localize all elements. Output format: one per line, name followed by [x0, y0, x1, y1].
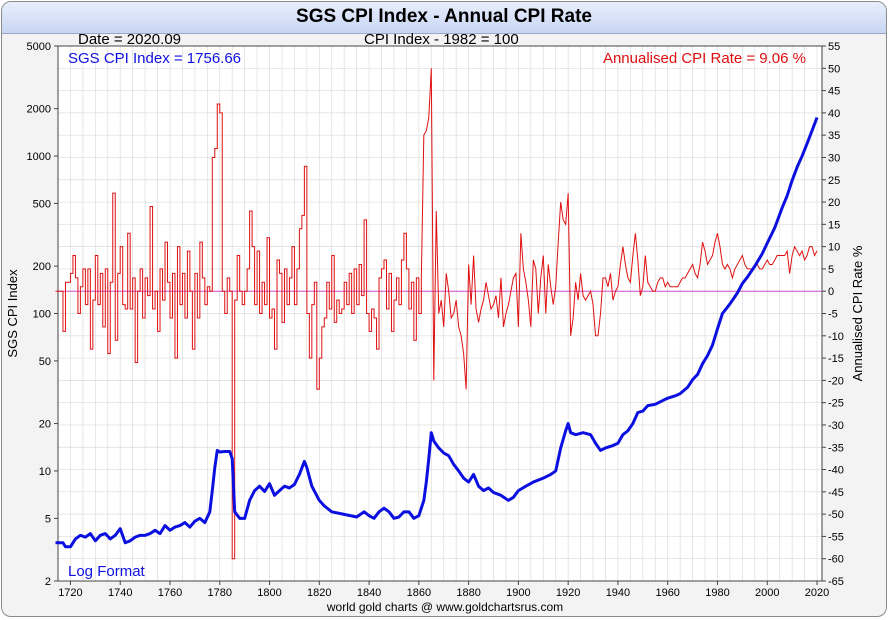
- rate-series-line: [55, 68, 818, 560]
- x-tick-label: 1920: [556, 587, 580, 599]
- y-right-tick-label: 55: [828, 41, 840, 53]
- y-right-tick-label: 0: [828, 286, 834, 298]
- y-right-tick-label: 40: [828, 108, 840, 120]
- y-right-axis-title: Annualised CPI Rate %: [850, 245, 865, 381]
- y-right-tick-label: -30: [828, 420, 844, 432]
- x-tick-label: 1780: [208, 587, 232, 599]
- log-format-label: Log Format: [68, 563, 145, 580]
- x-tick-label: 1960: [655, 587, 679, 599]
- base-label: CPI Index - 1982 = 100: [364, 31, 519, 48]
- y-right-tick-label: -60: [828, 554, 844, 566]
- x-tick-label: 1900: [506, 587, 530, 599]
- y-right-tick-label: -20: [828, 375, 844, 387]
- x-tick-label: 2020: [805, 587, 829, 599]
- y-right-tick-label: -40: [828, 465, 844, 477]
- y-left-tick-label: 5000: [27, 41, 51, 53]
- y-left-tick-label: 500: [33, 198, 51, 210]
- y-left-tick-label: 100: [33, 309, 51, 321]
- y-left-tick-label: 2: [45, 576, 51, 588]
- y-left-tick-label: 2000: [27, 104, 51, 116]
- x-tick-label: 1840: [357, 587, 381, 599]
- y-left-axis-title: SGS CPI Index: [5, 269, 20, 358]
- y-right-tick-label: 25: [828, 175, 840, 187]
- x-tick-label: 1880: [456, 587, 480, 599]
- y-right-tick-label: -65: [828, 576, 844, 588]
- x-tick-label: 1760: [158, 587, 182, 599]
- x-tick-label: 1800: [257, 587, 281, 599]
- y-right-tick-label: -55: [828, 531, 844, 543]
- y-right-tick-label: 35: [828, 130, 840, 142]
- y-left-tick-label: 1000: [27, 151, 51, 163]
- y-left-tick-label: 5: [45, 513, 51, 525]
- y-right-tick-label: -15: [828, 353, 844, 365]
- index-readout: SGS CPI Index = 1756.66: [68, 50, 242, 67]
- x-tick-label: 1720: [58, 587, 82, 599]
- title-bar: SGS CPI Index - Annual CPI Rate: [2, 2, 886, 34]
- y-right-tick-label: -35: [828, 442, 844, 454]
- y-right-tick-label: -10: [828, 331, 844, 343]
- y-left-tick-label: 200: [33, 261, 51, 273]
- y-right-tick-label: 5: [828, 264, 834, 276]
- rate-readout: Annualised CPI Rate = 9.06 %: [602, 50, 806, 67]
- y-left-tick-label: 50: [39, 356, 51, 368]
- y-right-tick-label: -5: [828, 309, 838, 321]
- y-right-tick-label: 45: [828, 86, 840, 98]
- footer-credit: world gold charts @ www.goldchartsrus.co…: [326, 600, 564, 614]
- y-right-tick-label: 10: [828, 242, 840, 254]
- y-left-tick-label: 20: [39, 419, 51, 431]
- y-right-tick-label: -50: [828, 509, 844, 521]
- index-series-line: [55, 116, 819, 549]
- y-right-tick-label: 20: [828, 197, 840, 209]
- chart-title: SGS CPI Index - Annual CPI Rate: [296, 6, 592, 27]
- x-tick-label: 1940: [606, 587, 630, 599]
- x-tick-label: 1820: [307, 587, 331, 599]
- y-right-tick-label: -45: [828, 487, 844, 499]
- y-left-tick-label: 10: [39, 466, 51, 478]
- y-right-tick-label: 15: [828, 219, 840, 231]
- x-tick-label: 1860: [407, 587, 431, 599]
- date-label: Date = 2020.09: [78, 31, 182, 48]
- x-tick-label: 1980: [705, 587, 729, 599]
- y-right-tick-label: -25: [828, 398, 844, 410]
- x-tick-label: 2000: [755, 587, 779, 599]
- x-tick-label: 1740: [108, 587, 132, 599]
- y-right-tick-label: 50: [828, 63, 840, 75]
- y-right-tick-label: 30: [828, 152, 840, 164]
